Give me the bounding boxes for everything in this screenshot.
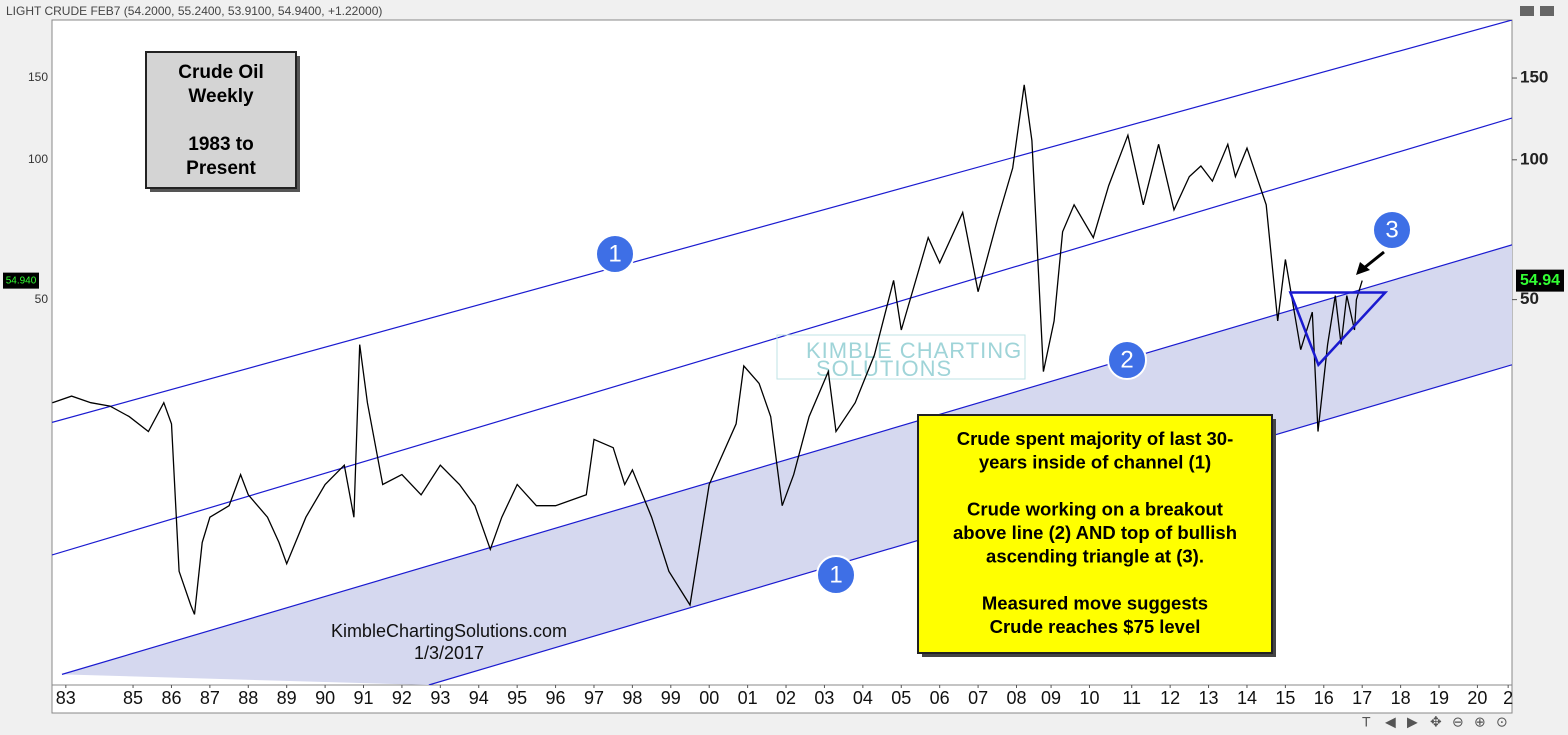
window-icon[interactable]	[1540, 6, 1554, 16]
y-tick-label: 150	[28, 70, 48, 84]
x-tick-label: 18	[1391, 688, 1411, 708]
last-value-label: 54.940	[6, 275, 37, 286]
header: LIGHT CRUDE FEB7 (54.2000, 55.2400, 53.9…	[6, 4, 382, 18]
x-tick-label: 85	[123, 688, 143, 708]
last-value-label: 54.94	[1520, 272, 1560, 289]
x-tick-label: 02	[776, 688, 796, 708]
x-tick-label: 19	[1429, 688, 1449, 708]
note-box-text: years inside of channel (1)	[979, 451, 1211, 472]
x-tick-label: 00	[699, 688, 719, 708]
note-box-text: Crude working on a breakout	[967, 498, 1223, 519]
marker-label: 3	[1385, 216, 1398, 243]
footer-text: 1/3/2017	[414, 643, 484, 663]
tool-icon[interactable]: ⊖	[1452, 714, 1464, 730]
last-value-tag	[1516, 269, 1564, 292]
watermark-box	[776, 334, 1026, 380]
x-tick-label: 15	[1275, 688, 1295, 708]
x-tick-label: 08	[1006, 688, 1026, 708]
channel-line	[52, 20, 1512, 424]
x-tick-label: 07	[968, 688, 988, 708]
price-line	[52, 84, 1363, 615]
y-tick-label: 150	[1520, 68, 1548, 87]
x-tick-label: 01	[738, 688, 758, 708]
x-tick-label: 03	[814, 688, 834, 708]
y-tick-label: 50	[1520, 289, 1539, 308]
note-box-text: Crude reaches $75 level	[990, 616, 1201, 637]
marker-circle	[1372, 210, 1412, 250]
x-tick-label: 2	[1503, 688, 1513, 708]
x-tick-label: 17	[1352, 688, 1372, 708]
note-box-text: Crude spent majority of last 30-	[957, 428, 1234, 449]
x-tick-label: 83	[56, 688, 76, 708]
x-tick-label: 94	[469, 688, 489, 708]
x-tick-label: 95	[507, 688, 527, 708]
x-tick-label: 96	[546, 688, 566, 708]
channel-line	[52, 117, 1512, 556]
x-tick-label: 99	[661, 688, 681, 708]
x-tick-label: 12	[1160, 688, 1180, 708]
y-tick-label: 50	[35, 292, 49, 306]
note-box	[917, 414, 1273, 654]
x-tick-label: 13	[1199, 688, 1219, 708]
marker-circle	[595, 234, 635, 274]
marker-circle	[1107, 340, 1147, 380]
title-box-text: Weekly	[188, 86, 254, 107]
x-tick-label: 91	[353, 688, 373, 708]
tool-icon[interactable]: ▶	[1407, 714, 1418, 730]
tool-icon[interactable]: ◀	[1385, 714, 1396, 730]
title-box-text: Crude Oil	[178, 62, 264, 83]
x-tick-label: 05	[891, 688, 911, 708]
last-value-tag	[3, 272, 39, 289]
x-tick-label: 89	[277, 688, 297, 708]
marker-circle	[816, 555, 856, 595]
x-tick-label: 04	[853, 688, 873, 708]
marker-label: 2	[1120, 346, 1133, 373]
triangle	[1288, 291, 1389, 368]
title-box-text: Present	[186, 158, 256, 179]
arrow-head	[1356, 262, 1370, 275]
x-tick-label: 88	[238, 688, 258, 708]
watermark: SOLUTIONS	[816, 356, 952, 381]
title-box-text: 1983 to	[188, 134, 253, 155]
y-tick-label: 100	[1520, 149, 1548, 168]
x-tick-label: 10	[1079, 688, 1099, 708]
x-tick-label: 86	[161, 688, 181, 708]
tool-icon[interactable]: ✥	[1430, 714, 1442, 730]
watermark: KIMBLE CHARTING	[806, 338, 1022, 363]
channel-fill	[61, 244, 1512, 685]
x-tick-label: 20	[1467, 688, 1487, 708]
tool-icon[interactable]: ⊙	[1496, 714, 1508, 730]
tool-icon[interactable]: T	[1362, 714, 1371, 730]
x-tick-label: 14	[1237, 688, 1257, 708]
note-box-text: Measured move suggests	[982, 592, 1208, 613]
x-axis-band	[51, 684, 1513, 714]
footer-text: KimbleChartingSolutions.com	[331, 621, 567, 641]
toolbar: T ◀ ▶ ✥ ⊖ ⊕ ⊙	[1362, 714, 1508, 730]
tool-icon[interactable]: ⊕	[1474, 714, 1486, 730]
x-tick-label: 16	[1314, 688, 1334, 708]
arrow	[1363, 250, 1385, 270]
window-icon[interactable]	[1520, 6, 1534, 16]
y-tick-label: 100	[28, 152, 48, 166]
marker-label: 1	[608, 240, 621, 267]
x-tick-label: 97	[584, 688, 604, 708]
marker-label: 1	[829, 561, 842, 588]
x-tick-label: 11	[1122, 688, 1141, 708]
x-tick-label: 90	[315, 688, 335, 708]
x-tick-label: 92	[392, 688, 412, 708]
x-tick-label: 98	[622, 688, 642, 708]
x-tick-label: 87	[200, 688, 220, 708]
x-tick-label: 06	[930, 688, 950, 708]
channel-line	[61, 244, 1512, 675]
title-box	[145, 51, 297, 189]
x-tick-label: 93	[430, 688, 450, 708]
x-tick-label: 09	[1041, 688, 1061, 708]
note-box-text: ascending triangle at (3).	[986, 545, 1204, 566]
note-box-text: above line (2) AND top of bullish	[953, 522, 1237, 543]
